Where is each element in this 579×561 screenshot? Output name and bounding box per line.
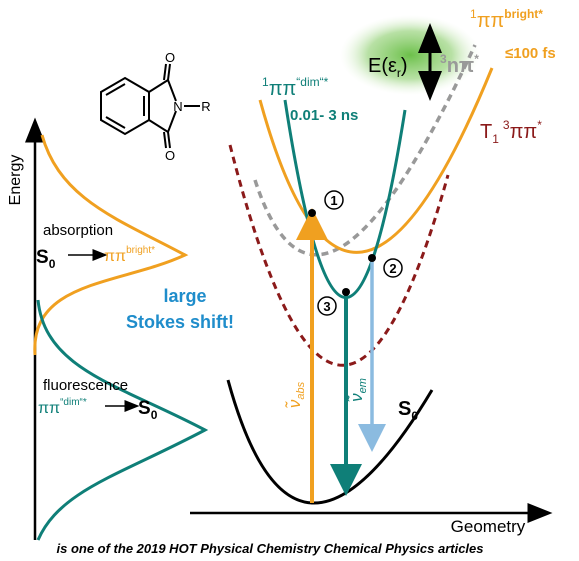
pre: 3 [440,52,447,66]
bright-lifetime: ≤100 fs [505,45,556,62]
main: ν̃ [346,393,366,403]
main: ππ [38,400,60,417]
main: ππ [104,248,126,265]
main: S [36,247,49,268]
fluorescence-label: fluorescence [43,377,128,394]
sup: bright* [504,7,543,21]
point-number: 1 [330,193,337,208]
atom: O [165,148,175,163]
glow [340,15,480,95]
dim-lifetime: 0.01- 3 ns [290,107,358,124]
pre: 3 [503,118,510,132]
sup: * [474,52,479,66]
fluorescence-to: S0 [138,398,158,422]
sub: r [397,66,401,80]
point [342,288,350,296]
point-badge [317,296,337,316]
stokes-label: Stokes shift! [126,312,234,332]
point [308,209,316,217]
main: S [398,398,411,420]
sub: abs [295,381,307,399]
ground-state-label: S0 [398,398,418,423]
main: ππ [269,78,297,100]
end: ) [401,55,408,77]
sub: 0 [49,257,56,271]
main: E(ε [368,55,397,77]
main: T [480,121,492,143]
point-badge [324,190,344,210]
atom: N [173,99,182,114]
atom: R [201,99,210,114]
stokes-label: large [163,286,206,306]
main: nπ [447,55,475,77]
bright-state-label: 1ππbright* [470,7,543,32]
npi-curve [253,44,477,257]
sub: 0 [151,408,158,422]
sub: em [357,378,369,393]
fluorescence-from: ππ“dim“* [38,397,87,417]
absorption-label: absorption [43,222,113,239]
main: ν̃ [284,399,304,409]
main: ππ [477,10,505,32]
absorption-band [33,134,189,356]
em-label: ν̃em [346,378,369,402]
sup: “dim“* [60,397,87,408]
energy-gap: E(εr) [368,55,408,80]
emission-band [36,299,209,541]
point [368,254,376,262]
point-number: 3 [323,299,330,314]
t1-curve [228,144,450,367]
point-badge [383,258,403,278]
footer: is one of the 2019 HOT Physical Chemistr… [56,541,483,556]
point-number: 2 [389,261,396,276]
absorption-to: ππbright* [104,245,155,265]
y-axis-label: Energy [7,155,24,206]
absorption-from: S0 [36,247,56,271]
npi-state-label: 3nπ* [440,52,479,77]
bright-curve [258,67,494,254]
triplet-state-label: T13ππ* [480,118,542,146]
pre: 1 [470,7,477,21]
pre: 1 [262,75,269,89]
main2: ππ [510,121,538,143]
x-axis-label: Geometry [451,517,526,536]
atom: O [165,50,175,65]
main: S [138,398,151,419]
sub: 0 [411,409,418,423]
molecule [100,63,200,149]
sup: * [537,118,542,132]
sub: 1 [492,132,499,146]
dim-state-label: 1ππ“dim“* [262,75,329,100]
sup: bright* [126,245,155,256]
sup: “dim“* [296,75,328,89]
abs-label: ν̃abs [284,381,307,408]
